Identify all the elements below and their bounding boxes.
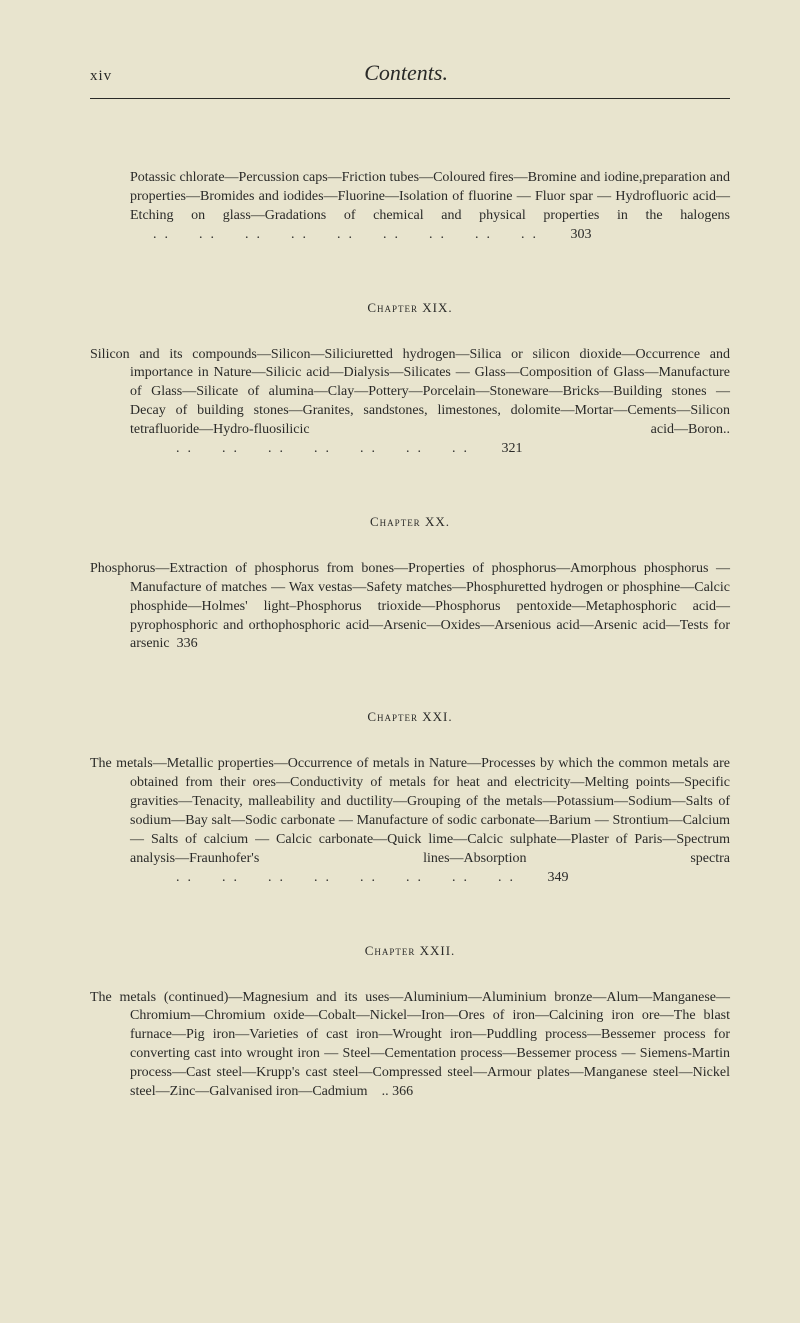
chapter-text-wrapper: The metals (continued)—Magnesium and its… bbox=[90, 989, 730, 1102]
chapter-entry: Chapter XIX. Silicon and its compounds—S… bbox=[90, 300, 730, 459]
chapter-page-ref: 321 bbox=[502, 441, 523, 456]
chapter-description: Potassic chlorate—Percussion caps—Fricti… bbox=[90, 169, 730, 245]
page-number: xiv bbox=[90, 68, 112, 85]
header-rule bbox=[90, 98, 730, 99]
chapter-text-content: Potassic chlorate—Percussion caps—Fricti… bbox=[130, 170, 730, 223]
chapter-text-wrapper: Phosphorus—Extraction of phosphorus from… bbox=[90, 560, 730, 654]
chapter-entry: Chapter XXII. The metals (continued)—Mag… bbox=[90, 943, 730, 1102]
chapter-page-ref: 303 bbox=[571, 227, 592, 242]
chapter-description: The metals (continued)—Magnesium and its… bbox=[90, 989, 730, 1102]
leader-dots: .. .. .. .. .. .. .. bbox=[130, 441, 498, 456]
chapter-text-content: The metals (continued)—Magnesium and its… bbox=[90, 990, 730, 1099]
chapter-heading: Chapter XIX. bbox=[90, 300, 730, 316]
chapter-entry: Potassic chlorate—Percussion caps—Fricti… bbox=[90, 169, 730, 245]
chapter-description: The metals—Metallic properties—Occurrenc… bbox=[90, 755, 730, 887]
chapter-page-ref: .. 366 bbox=[371, 1084, 413, 1099]
chapter-page-ref: 336 bbox=[173, 636, 198, 651]
page-header: xiv Contents. bbox=[90, 60, 730, 86]
chapter-text-wrapper: The metals—Metallic properties—Occurrenc… bbox=[90, 755, 730, 887]
chapter-description: Silicon and its compounds—Silicon—Silici… bbox=[90, 346, 730, 459]
page-title: Contents. bbox=[364, 60, 448, 86]
chapter-text-wrapper: Potassic chlorate—Percussion caps—Fricti… bbox=[90, 169, 730, 245]
leader-dots: .. .. .. .. .. .. .. .. .. bbox=[130, 227, 567, 242]
page-number-value: 366 bbox=[392, 1084, 413, 1099]
chapter-entry: Chapter XXI. The metals—Metallic propert… bbox=[90, 709, 730, 887]
chapter-heading: Chapter XX. bbox=[90, 514, 730, 530]
chapter-heading: Chapter XXI. bbox=[90, 709, 730, 725]
chapter-text-wrapper: Silicon and its compounds—Silicon—Silici… bbox=[90, 346, 730, 459]
chapter-text-content: Silicon and its compounds—Silicon—Silici… bbox=[90, 347, 730, 438]
chapter-heading: Chapter XXII. bbox=[90, 943, 730, 959]
leader-dots: .. .. .. .. .. .. .. .. bbox=[130, 870, 544, 885]
page-number-value: 336 bbox=[177, 636, 198, 651]
chapter-page-ref: 349 bbox=[548, 870, 569, 885]
chapter-text-content: The metals—Metallic properties—Occurrenc… bbox=[90, 756, 730, 865]
chapter-description: Phosphorus—Extraction of phosphorus from… bbox=[90, 560, 730, 654]
chapter-entry: Chapter XX. Phosphorus—Extraction of pho… bbox=[90, 514, 730, 654]
